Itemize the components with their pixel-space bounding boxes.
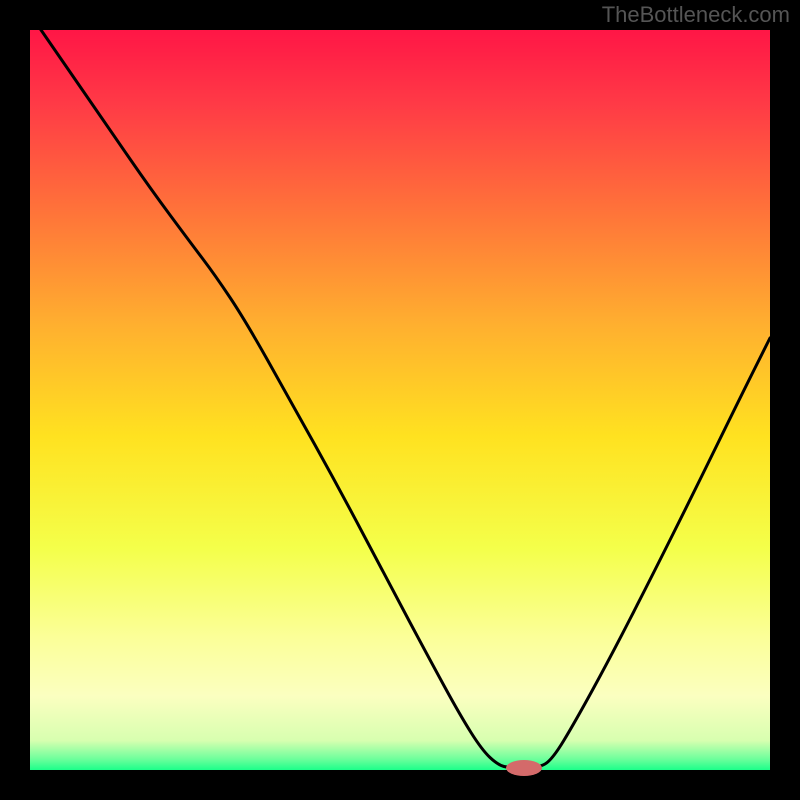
optimal-marker <box>506 760 542 776</box>
watermark-text: TheBottleneck.com <box>602 2 790 28</box>
bottleneck-chart <box>0 0 800 800</box>
gradient-background <box>30 30 770 770</box>
chart-stage: TheBottleneck.com <box>0 0 800 800</box>
